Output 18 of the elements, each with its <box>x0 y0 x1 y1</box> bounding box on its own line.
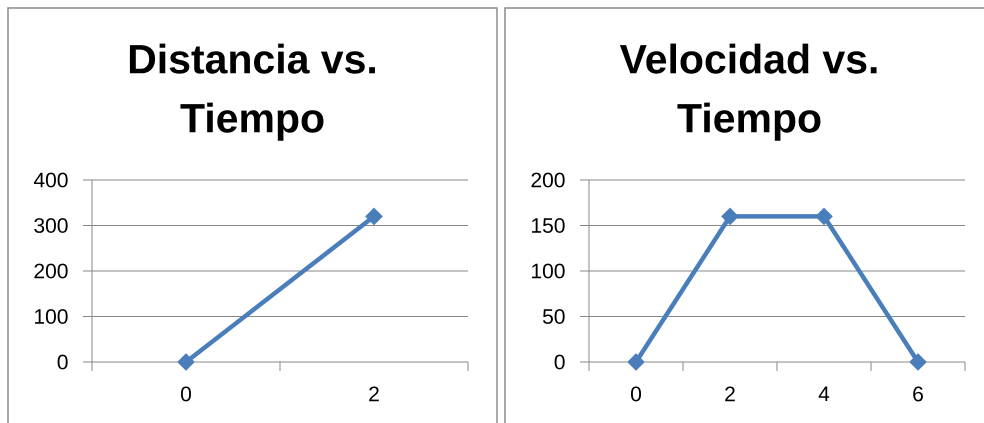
y-tick-label: 200 <box>531 172 565 188</box>
y-tick-label: 300 <box>34 218 68 233</box>
y-tick-label: 0 <box>554 354 565 370</box>
y-tick-label: 150 <box>532 218 565 233</box>
y-tick-label: 50 <box>542 309 565 324</box>
y-tick-label: 100 <box>35 309 68 324</box>
y-tick-label: 100 <box>532 264 565 278</box>
x-tick-label: 0 <box>180 386 192 402</box>
y-tick-label: 400 <box>34 172 68 188</box>
y-tick-label: 0 <box>58 354 68 370</box>
x-tick-label: 2 <box>725 386 735 402</box>
x-tick-label: 0 <box>630 386 642 402</box>
x-tick-label: 2 <box>369 386 379 402</box>
chart-title: Distancia vs. Tiempo <box>130 44 375 141</box>
chart-title: Velocidad vs. Tiempo <box>620 44 877 141</box>
y-tick-label: 200 <box>34 264 68 278</box>
x-tick-label: 6 <box>913 386 923 402</box>
x-tick-label: 4 <box>818 386 830 401</box>
